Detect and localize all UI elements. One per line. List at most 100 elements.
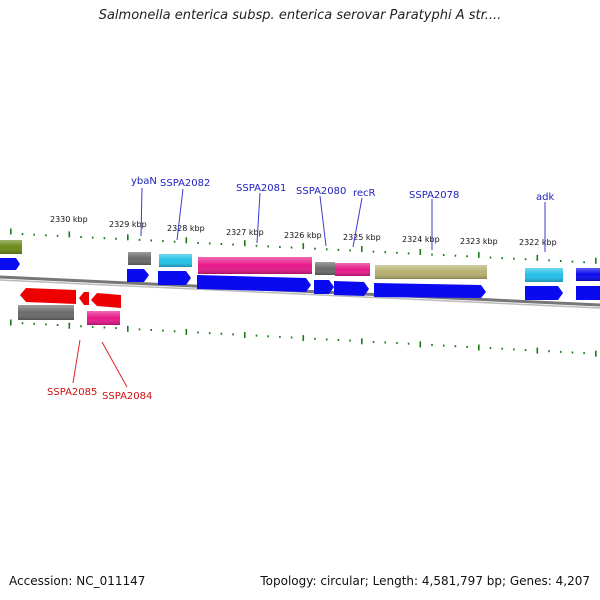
leader-SSPA2085 — [72, 339, 81, 384]
leader-recR — [352, 197, 363, 248]
ruler-tick-top — [232, 243, 234, 246]
gene-arrow-adk[interactable] — [525, 286, 563, 300]
gene-arrow-SSPA2082[interactable] — [158, 271, 191, 285]
feature-row-reverse — [18, 288, 121, 325]
gene-label-SSPA2081[interactable]: SSPA2081 — [236, 183, 286, 194]
ruler-tick-bottom — [548, 350, 550, 353]
ruler-tick-bottom — [454, 345, 457, 348]
ruler-tick-top — [138, 238, 141, 241]
ruler-tick-top — [208, 242, 211, 245]
ruler-tick-bottom — [244, 332, 246, 338]
ruler-tick-top — [442, 254, 445, 257]
ruler-tick-bottom — [337, 339, 340, 341]
ruler-tick-bottom — [407, 342, 410, 345]
ruler-tick-top — [478, 251, 480, 258]
gene-label-adk[interactable]: adk — [536, 192, 554, 203]
ruler-tick-top — [583, 261, 585, 264]
gene-label-SSPA2082[interactable]: SSPA2082 — [160, 178, 210, 189]
ruler-tick-top — [68, 231, 71, 238]
leader-SSPA2081 — [256, 192, 261, 244]
gene-arrow-SSPA2081[interactable] — [197, 275, 311, 292]
gene-label-SSPA2080[interactable]: SSPA2080 — [296, 186, 346, 197]
ruler-tick-top — [361, 246, 363, 252]
ruler-tick-bottom — [314, 337, 316, 340]
kbp-ruler-bottom — [10, 319, 597, 357]
gene-arrow-SSPA2078[interactable] — [374, 283, 486, 298]
gene-label-ybaN[interactable]: ybaN — [131, 176, 157, 187]
ruler-tick-bottom — [384, 341, 386, 344]
gene-label-recR[interactable]: recR — [353, 188, 376, 199]
ruler-tick-top — [279, 246, 281, 248]
gene-arrow-SSPA2080[interactable] — [314, 280, 334, 294]
ruler-tick-bottom — [396, 342, 398, 345]
gene-arrow-recR[interactable] — [334, 281, 369, 296]
ruler-tick-top — [162, 240, 164, 243]
ruler-tick-top — [127, 234, 129, 241]
leader-ybaN — [140, 187, 143, 237]
ruler-tick-bottom — [419, 341, 422, 348]
ruler-tick-top — [255, 244, 258, 247]
kbp-label-2326: 2326 kbp — [284, 231, 322, 240]
ruler-tick-bottom — [173, 330, 176, 333]
ruler-tick-bottom — [524, 349, 527, 351]
gene-arrow-left-edge[interactable] — [0, 258, 20, 270]
ruler-tick-top — [419, 249, 422, 255]
ruler-tick-top — [115, 237, 117, 240]
feature-row-upper — [0, 240, 600, 282]
gene-label-SSPA2078[interactable]: SSPA2078 — [409, 190, 459, 201]
ruler-tick-top — [220, 243, 223, 245]
gene-arrow-ybaN[interactable] — [127, 269, 149, 282]
ruler-tick-top — [290, 246, 293, 249]
ruler-tick-top — [302, 243, 305, 250]
ruler-tick-top — [454, 254, 457, 257]
kbp-label-2325: 2325 kbp — [343, 233, 381, 242]
ruler-tick-bottom — [559, 350, 562, 353]
ruler-tick-top — [571, 260, 574, 263]
ruler-tick-top — [548, 259, 550, 262]
ruler-tick-bottom — [442, 344, 445, 347]
ruler-tick-bottom — [150, 329, 152, 331]
ruler-tick-top — [33, 233, 35, 236]
gene-label-SSPA2085[interactable]: SSPA2085 — [47, 387, 97, 398]
gene-arrow-right-edge[interactable] — [576, 286, 600, 300]
genome-backbone-shadow — [0, 279, 600, 309]
ruler-tick-bottom — [255, 334, 258, 337]
ruler-tick-bottom — [80, 325, 82, 328]
ruler-tick-top — [314, 247, 316, 250]
ruler-tick-bottom — [91, 325, 94, 328]
ruler-tick-bottom — [279, 335, 281, 338]
ruler-tick-top — [21, 233, 24, 236]
genome-title: Salmonella enterica subsp. enterica sero… — [98, 8, 502, 23]
ruler-tick-bottom — [220, 332, 223, 335]
ruler-tick-bottom — [489, 347, 492, 350]
gene-arrow-reverse-3[interactable] — [91, 293, 121, 308]
ruler-tick-bottom — [302, 335, 305, 342]
ruler-tick-bottom — [267, 335, 269, 338]
ruler-tick-bottom — [290, 336, 293, 339]
ruler-tick-top — [173, 240, 176, 243]
kbp-label-2322: 2322 kbp — [519, 238, 557, 247]
ruler-tick-bottom — [10, 319, 12, 326]
ruler-tick-bottom — [68, 322, 71, 329]
ruler-tick-bottom — [33, 322, 35, 325]
ruler-tick-bottom — [501, 347, 503, 350]
gene-arrow-reverse-2[interactable] — [79, 292, 89, 305]
ruler-tick-bottom — [21, 322, 24, 325]
ruler-tick-top — [185, 237, 188, 244]
ruler-tick-bottom — [127, 325, 129, 332]
ruler-tick-bottom — [56, 324, 59, 326]
gene-label-SSPA2084[interactable]: SSPA2084 — [102, 391, 152, 402]
ruler-tick-bottom — [583, 352, 585, 355]
ruler-tick-bottom — [232, 333, 234, 336]
ruler-tick-bottom — [197, 331, 199, 334]
ruler-tick-top — [80, 236, 82, 238]
ruler-tick-top — [103, 237, 106, 240]
ruler-tick-top — [524, 258, 527, 261]
kbp-label-2329: 2329 kbp — [109, 220, 147, 229]
ruler-tick-bottom — [349, 339, 351, 342]
ruler-tick-bottom — [115, 327, 117, 330]
leader-SSPA2082 — [176, 188, 184, 241]
gene-arrow-reverse-1[interactable] — [20, 288, 76, 304]
ruler-tick-top — [536, 254, 539, 261]
